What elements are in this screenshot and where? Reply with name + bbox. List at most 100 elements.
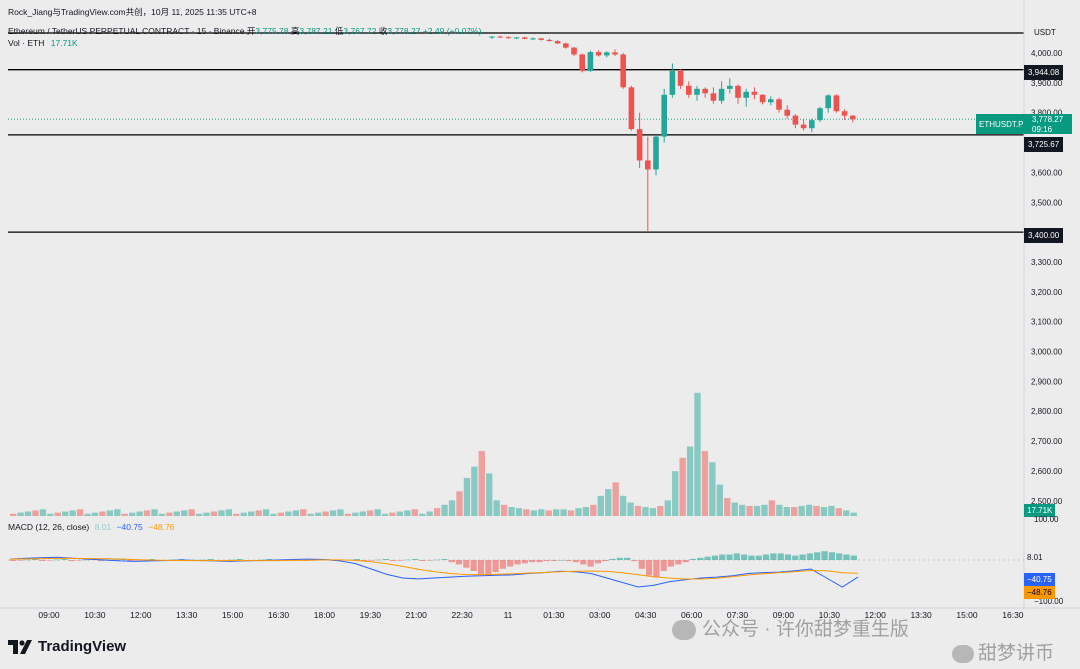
price-tick-label: 2,500.00	[1031, 497, 1063, 506]
macd-line-flag[interactable]: −40.75	[1024, 573, 1055, 586]
volume-bar	[17, 512, 24, 516]
macd-hist-bar	[646, 560, 653, 576]
macd-hist-bar	[777, 553, 784, 560]
volume-bar	[448, 500, 456, 516]
macd-hist-bar	[134, 560, 141, 561]
volume-bar	[69, 510, 76, 516]
volume-bar	[195, 513, 203, 516]
macd-hist-bar	[616, 557, 623, 560]
volume-bar	[798, 505, 805, 516]
level-flag-3400[interactable]: 3,400.00	[1024, 228, 1064, 243]
candle-body	[850, 115, 856, 120]
volume-bar	[835, 508, 843, 516]
price-tick-label: 2,700.00	[1031, 437, 1063, 446]
volume-bar	[99, 511, 106, 516]
candle-body	[538, 38, 544, 40]
candle-body	[776, 99, 782, 110]
level-flag-3944[interactable]: 3,944.08	[1024, 65, 1064, 80]
macd-hist-bar	[792, 555, 799, 560]
time-tick-label: 13:30	[176, 610, 198, 620]
volume-bar	[381, 513, 389, 516]
volume-bar	[642, 507, 649, 516]
macd-hist-bar	[455, 560, 463, 565]
volume-bar	[820, 507, 828, 516]
volume-flag[interactable]: 17.71K	[1024, 504, 1056, 517]
candle-body	[628, 87, 635, 130]
candle-body	[825, 95, 831, 109]
macd-legend[interactable]: MACD (12, 26, close) 8.01 −40.75 −48.76	[8, 522, 174, 532]
macd-signal-value: −48.76	[148, 522, 175, 532]
macd-hist-bar	[470, 560, 477, 571]
candle-body	[800, 124, 807, 129]
volume-bar	[233, 513, 240, 516]
volume-bar	[248, 511, 255, 516]
volume-bar	[84, 513, 91, 516]
candle-body	[751, 91, 758, 95]
watermark-line2: 甜梦讲币	[978, 643, 1055, 664]
macd-hist-bar	[565, 560, 572, 562]
volume-bar	[515, 508, 523, 516]
macd-hist-bar	[536, 560, 543, 563]
macd-hist-bar	[463, 560, 470, 568]
time-tick-label: 09:00	[38, 610, 60, 620]
chart-title: Rock_Jiang与TradingView.com共创，10月 11, 202…	[8, 7, 257, 17]
macd-signal-flag[interactable]: −48.76	[1024, 586, 1055, 599]
tradingview-logo[interactable]: TradingView	[8, 638, 126, 655]
volume-bar	[359, 511, 366, 516]
high-label: 高	[290, 26, 300, 36]
macd-hist-bar	[265, 559, 273, 560]
macd-hist-bar	[112, 559, 119, 561]
volume-legend[interactable]: Vol · ETH 17.71K	[8, 38, 78, 48]
macd-hist-bar	[814, 552, 821, 560]
macd-hist-bar	[477, 560, 485, 575]
macd-hist-bar	[682, 560, 689, 563]
volume-bar	[791, 507, 798, 516]
macd-hist-bar	[821, 551, 828, 560]
volume-bar	[441, 504, 448, 516]
macd-hist-bar	[207, 559, 214, 560]
macd-hist-bar	[507, 560, 514, 567]
candle-body	[669, 70, 676, 95]
macd-hist-bar	[10, 560, 17, 561]
macd-hist-bar	[397, 560, 404, 561]
volume-bar	[151, 509, 158, 516]
price-tick-label: 3,100.00	[1031, 318, 1063, 327]
price-tick-label: 2,600.00	[1031, 467, 1063, 476]
volume-bar	[761, 504, 768, 516]
current-price-flag[interactable]: ETHUSDT.P 3,778.27 09:16	[976, 114, 1072, 134]
macd-hist-flag[interactable]: 8.01	[1027, 553, 1043, 562]
volume-bar	[337, 509, 344, 516]
volume-bar	[813, 505, 820, 516]
volume-bar	[523, 509, 530, 516]
time-tick-label: 13:30	[910, 610, 932, 620]
price-tick-label: 3,000.00	[1031, 348, 1063, 357]
price-tick-label: 3,300.00	[1031, 258, 1063, 267]
candle-body	[833, 95, 840, 112]
currency-label[interactable]: USDT	[1034, 28, 1056, 37]
macd-hist-bar	[53, 559, 61, 561]
macd-hist-bar	[836, 553, 843, 560]
volume-bar	[367, 510, 374, 516]
volume-bar	[627, 502, 634, 516]
volume-bar	[597, 495, 604, 516]
signal-line	[9, 557, 859, 580]
macd-hist-bar	[609, 558, 616, 560]
candle-body	[497, 36, 503, 38]
volume-bar	[24, 511, 32, 516]
level-flag-3725[interactable]: 3,725.67	[1024, 137, 1064, 152]
macd-axis-bottom: −100.00	[1034, 597, 1064, 606]
volume-value: 17.71K	[50, 38, 78, 48]
candle-body	[694, 88, 700, 95]
macd-hist-bar	[697, 557, 704, 560]
macd-hist-bar	[543, 560, 550, 562]
macd-hist-bar	[200, 559, 207, 561]
macd-hist-bar	[806, 553, 814, 560]
candle-body	[587, 52, 594, 71]
symbol-name[interactable]: Ethereum / TetherUS PERPETUAL CONTRACT ·…	[8, 26, 245, 36]
macd-hist-bar	[843, 554, 850, 560]
macd-hist-bar	[587, 560, 594, 567]
volume-bar	[285, 511, 292, 516]
volume-bar	[307, 513, 314, 516]
volume-bar	[553, 509, 560, 516]
